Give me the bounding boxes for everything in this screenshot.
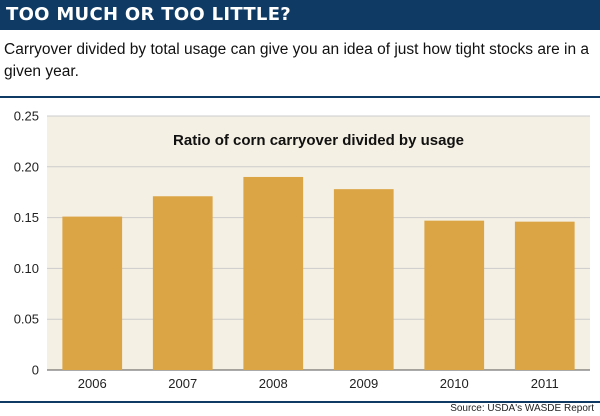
bar-2008: [243, 176, 304, 370]
x-tick-label: 2010: [440, 376, 469, 391]
top-rule: [0, 96, 600, 98]
x-tick-label: 2009: [349, 376, 378, 391]
source-note: Source: USDA's WASDE Report: [450, 403, 594, 414]
x-tick-label: 2011: [531, 376, 559, 391]
bars-group: [62, 176, 575, 370]
y-tick-label: 0: [32, 363, 39, 378]
bar-chart: 00.050.100.150.200.25 2006 2007 2008 2009 20…: [14, 109, 590, 391]
bar-2011: [514, 221, 575, 370]
y-tick-label: 0.10: [14, 261, 39, 276]
gridlines: [47, 115, 590, 371]
y-axis-ticks: 0 0.05 0.10 0.15 0.20 0.25: [14, 109, 39, 378]
x-tick-label: 2006: [78, 376, 107, 391]
header-title: TOO MUCH OR TOO LITTLE?: [6, 4, 292, 25]
bottom-rule: [0, 401, 600, 403]
y-tick-label: 0.25: [14, 109, 39, 124]
bar-2007: [152, 196, 213, 370]
y-tick-label: 0.20: [14, 159, 39, 174]
x-tick-label: 2008: [259, 376, 288, 391]
bar-2010: [424, 220, 485, 370]
x-axis-ticks: 2006 2007 2008 2009 2010 2011: [78, 376, 559, 391]
y-tick-label: 0.15: [14, 210, 39, 225]
chart-title: Ratio of corn carryover divided by usage: [173, 132, 464, 149]
bar-2009: [333, 189, 394, 370]
header-bar: TOO MUCH OR TOO LITTLE?: [0, 0, 600, 30]
x-tick-label: 2007: [168, 376, 197, 391]
subtitle-text: Carryover divided by total usage can giv…: [4, 41, 590, 80]
plot-area: [47, 116, 590, 370]
y-tick-label: 0.05: [14, 312, 39, 327]
bar-2006: [62, 216, 123, 370]
